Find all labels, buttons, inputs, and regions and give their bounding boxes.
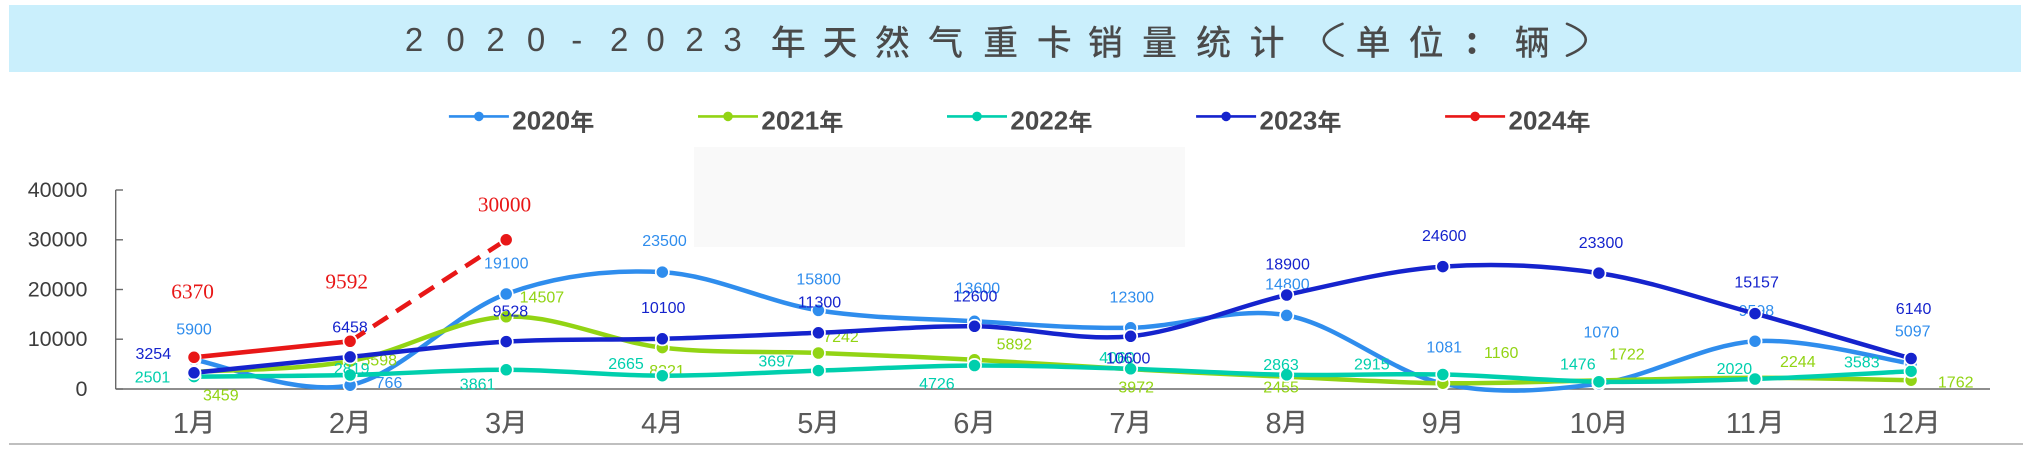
svg-text:3583: 3583: [1844, 355, 1880, 372]
svg-text:23300: 23300: [1579, 235, 1624, 252]
svg-text:9592: 9592: [325, 270, 368, 294]
svg-text:18900: 18900: [1265, 257, 1310, 274]
svg-text:5097: 5097: [1895, 323, 1931, 340]
svg-text:2455: 2455: [1263, 380, 1299, 397]
svg-text:1070: 1070: [1584, 324, 1620, 341]
svg-text:6458: 6458: [332, 319, 368, 336]
svg-text:30000: 30000: [478, 193, 531, 217]
svg-text:2021: 2021: [761, 105, 819, 135]
svg-text:20000: 20000: [28, 277, 88, 301]
svg-text:30000: 30000: [28, 228, 88, 252]
svg-text:9: 9: [1422, 408, 1438, 440]
svg-text:1722: 1722: [1609, 347, 1645, 364]
svg-text:5: 5: [797, 408, 813, 440]
svg-text:40000: 40000: [28, 178, 88, 202]
svg-text:2024: 2024: [1509, 105, 1567, 135]
svg-text:9528: 9528: [493, 304, 529, 321]
svg-text:12300: 12300: [1110, 289, 1155, 306]
svg-text:10000: 10000: [28, 327, 88, 351]
svg-text:12600: 12600: [953, 289, 998, 306]
svg-text:1: 1: [173, 408, 189, 440]
svg-text:3861: 3861: [460, 377, 496, 394]
svg-text:6370: 6370: [171, 280, 214, 304]
svg-text:15157: 15157: [1734, 275, 1779, 292]
svg-text:1160: 1160: [1484, 345, 1519, 362]
svg-text:2: 2: [329, 408, 345, 440]
svg-text:2: 2: [486, 21, 504, 58]
svg-text:3972: 3972: [1118, 380, 1154, 397]
svg-text:2: 2: [610, 21, 628, 58]
svg-text:1476: 1476: [1560, 356, 1596, 373]
svg-text:5892: 5892: [997, 336, 1033, 353]
svg-text:3459: 3459: [203, 388, 239, 405]
svg-text:13600: 13600: [956, 280, 1001, 297]
svg-text:2244: 2244: [1780, 354, 1816, 371]
svg-text:3254: 3254: [136, 346, 172, 363]
svg-text:10: 10: [1570, 408, 1602, 440]
svg-text:0: 0: [76, 377, 88, 401]
svg-text:1762: 1762: [1938, 375, 1974, 392]
svg-text:-: -: [571, 21, 582, 58]
svg-text:2915: 2915: [1354, 357, 1390, 374]
svg-text:2020: 2020: [512, 105, 570, 135]
svg-text:2: 2: [405, 21, 423, 58]
svg-text:5900: 5900: [176, 321, 212, 338]
svg-text:4726: 4726: [919, 376, 955, 393]
svg-text:3: 3: [723, 21, 741, 58]
svg-text:10100: 10100: [641, 300, 686, 317]
svg-text:4060: 4060: [1099, 350, 1135, 367]
svg-text:7: 7: [1109, 408, 1125, 440]
svg-text:2020: 2020: [1717, 361, 1753, 378]
svg-text:6: 6: [953, 408, 969, 440]
svg-text:19100: 19100: [484, 256, 529, 273]
svg-text:1081: 1081: [1426, 340, 1462, 357]
svg-text:15800: 15800: [796, 271, 841, 288]
svg-text:2863: 2863: [1263, 357, 1299, 374]
svg-text:2023: 2023: [1260, 105, 1318, 135]
svg-text:2022: 2022: [1010, 105, 1068, 135]
svg-text:766: 766: [376, 375, 403, 392]
svg-text:2665: 2665: [608, 356, 644, 373]
svg-text:0: 0: [646, 21, 664, 58]
svg-text:11300: 11300: [798, 295, 841, 312]
svg-text:8: 8: [1266, 408, 1282, 440]
svg-text:24600: 24600: [1422, 228, 1467, 245]
svg-text:2501: 2501: [135, 369, 171, 386]
svg-text:2: 2: [685, 21, 703, 58]
svg-text:0: 0: [527, 21, 545, 58]
svg-text:0: 0: [446, 21, 464, 58]
svg-text:11: 11: [1726, 408, 1756, 440]
svg-text:10600: 10600: [1106, 350, 1151, 367]
svg-text:14800: 14800: [1265, 277, 1310, 294]
svg-text:3697: 3697: [758, 354, 794, 371]
svg-text:3: 3: [485, 408, 501, 440]
svg-text:6140: 6140: [1896, 301, 1932, 318]
svg-text:12: 12: [1882, 408, 1914, 440]
svg-text:2819: 2819: [334, 361, 370, 378]
svg-text:4: 4: [641, 408, 657, 440]
svg-text:23500: 23500: [642, 233, 687, 250]
svg-text:14507: 14507: [520, 290, 565, 307]
